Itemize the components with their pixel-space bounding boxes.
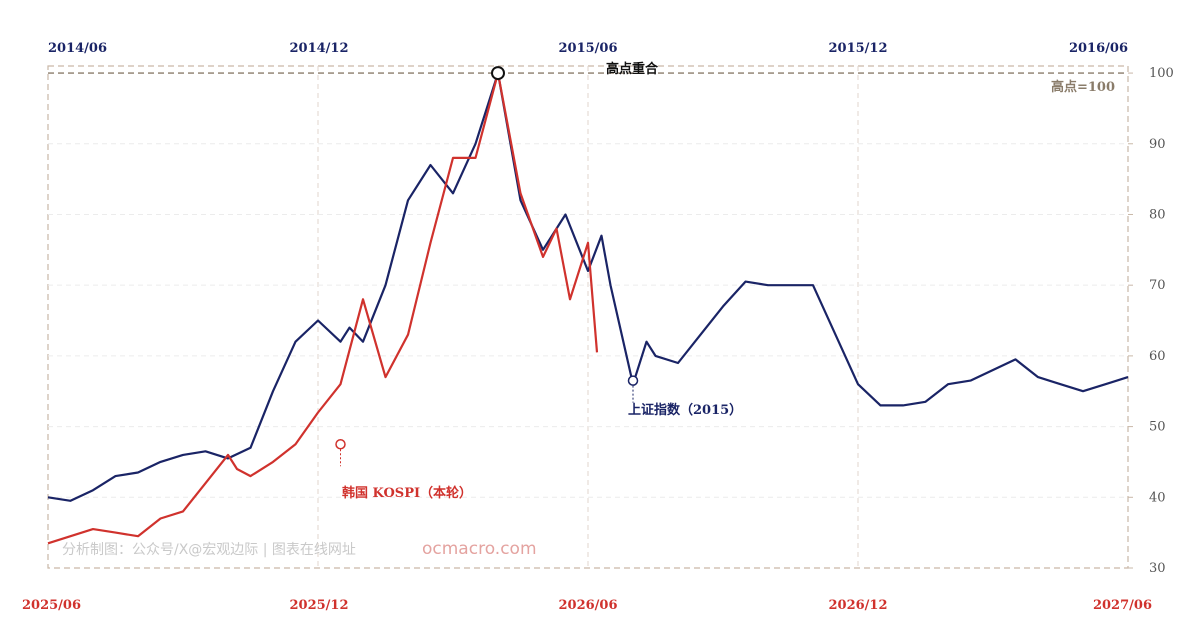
y-axis: 30 40 50 60 70 80 90 100 — [1128, 66, 1174, 576]
bottom-tick-label: 2027/06 — [1093, 598, 1152, 613]
reference-line-label: 高点=100 — [1051, 79, 1115, 95]
bottom-tick-label: 2026/06 — [558, 598, 617, 613]
top-tick-label: 2015/12 — [828, 41, 887, 56]
top-tick-label: 2014/12 — [289, 41, 348, 56]
peak-annotation: 高点重合 — [606, 61, 659, 77]
y-tick-label: 60 — [1149, 349, 1166, 364]
top-tick-label: 2016/06 — [1069, 41, 1128, 56]
series-line-shanghai — [47, 72, 1129, 502]
y-tick-label: 30 — [1149, 561, 1166, 576]
grid-lines — [48, 66, 1128, 568]
y-tick-label: 90 — [1149, 137, 1166, 152]
y-tick-label: 80 — [1149, 207, 1166, 222]
peak-marker — [491, 66, 505, 81]
marker-shanghai — [627, 375, 639, 386]
y-tick-label: 100 — [1149, 66, 1174, 81]
watermark-url: ocmacro.com — [422, 539, 537, 559]
bottom-tick-label: 2025/12 — [289, 598, 348, 613]
y-tick-label: 70 — [1149, 278, 1166, 293]
marker-kospi — [335, 439, 346, 450]
bottom-tick-label: 2026/12 — [828, 598, 887, 613]
markers-group — [335, 66, 639, 467]
series-label-kospi: 韩国 KOSPI（本轮） — [342, 485, 472, 501]
bottom-tick-label: 2025/06 — [22, 598, 81, 613]
series-line-kospi — [47, 72, 599, 545]
watermark-text: 分析制图：公众号/X@宏观边际 | 图表在线网址 — [62, 542, 356, 558]
y-tick-label: 50 — [1149, 420, 1166, 435]
top-tick-label: 2014/06 — [48, 41, 107, 56]
series-label-shanghai: 上证指数（2015） — [628, 402, 742, 418]
y-tick-label: 40 — [1149, 490, 1166, 505]
series-group — [47, 72, 1129, 545]
top-tick-label: 2015/06 — [558, 41, 617, 56]
